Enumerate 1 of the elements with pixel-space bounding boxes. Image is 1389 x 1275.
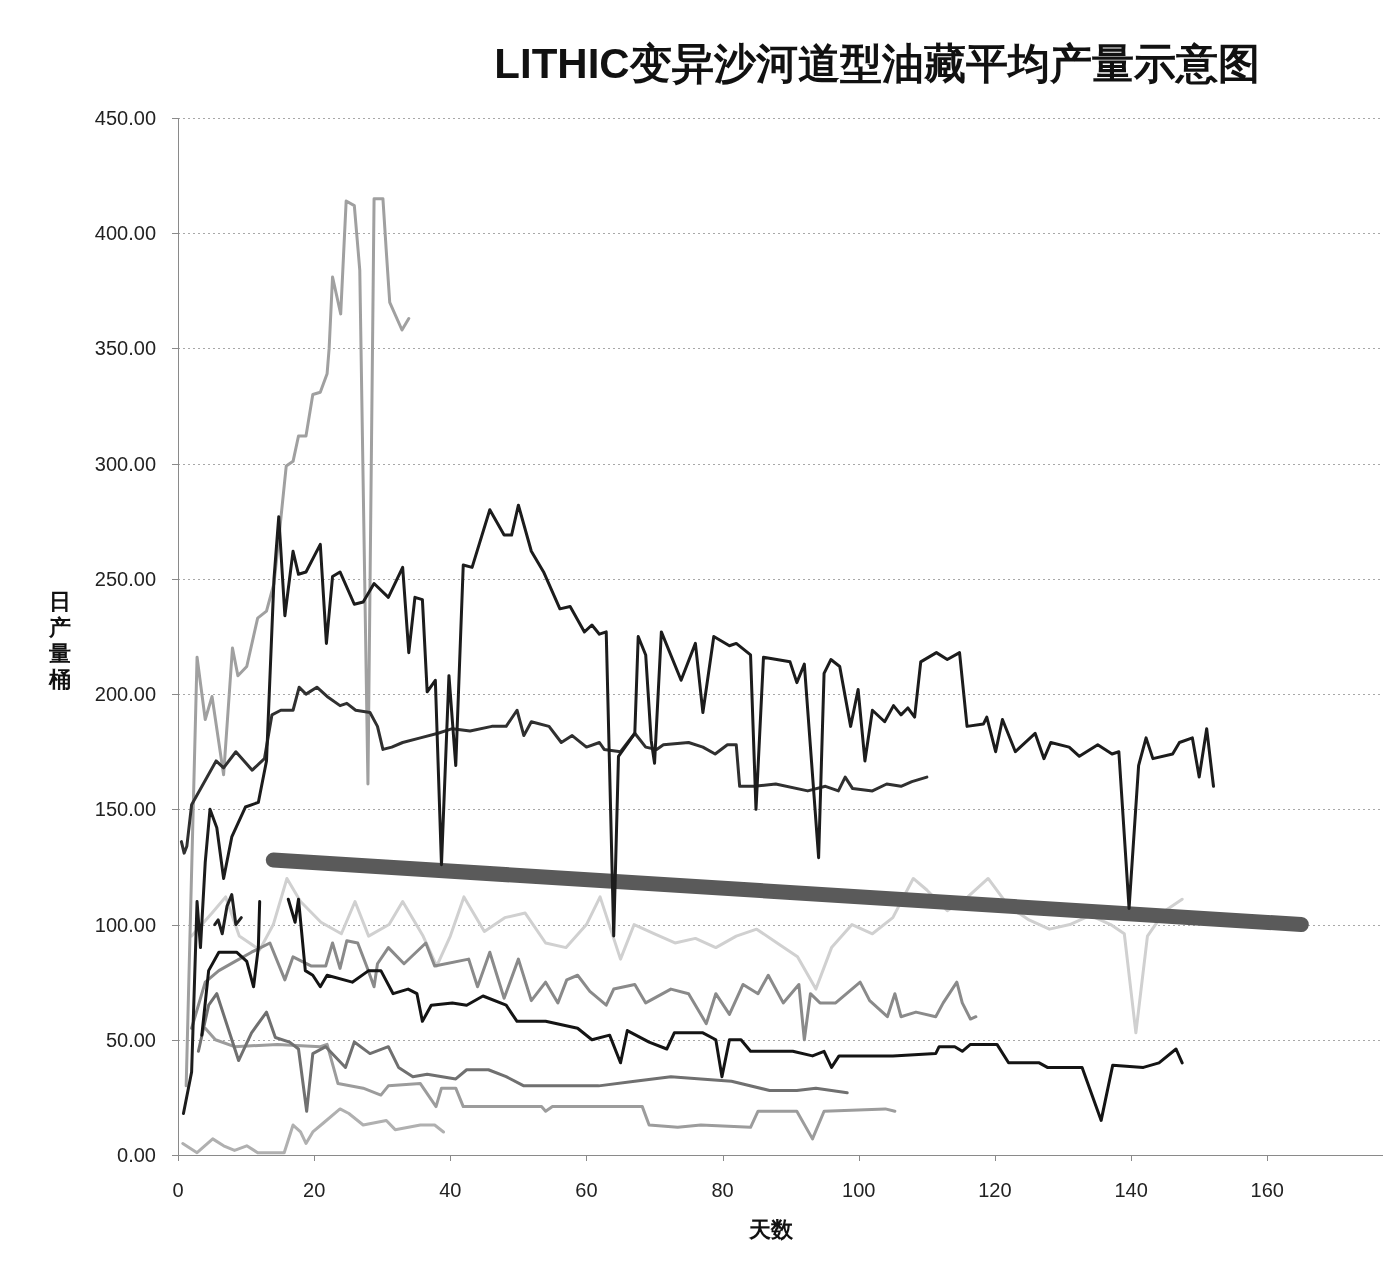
title: LITHIC变异沙河道型油藏平均产量示意图 (494, 40, 1260, 87)
